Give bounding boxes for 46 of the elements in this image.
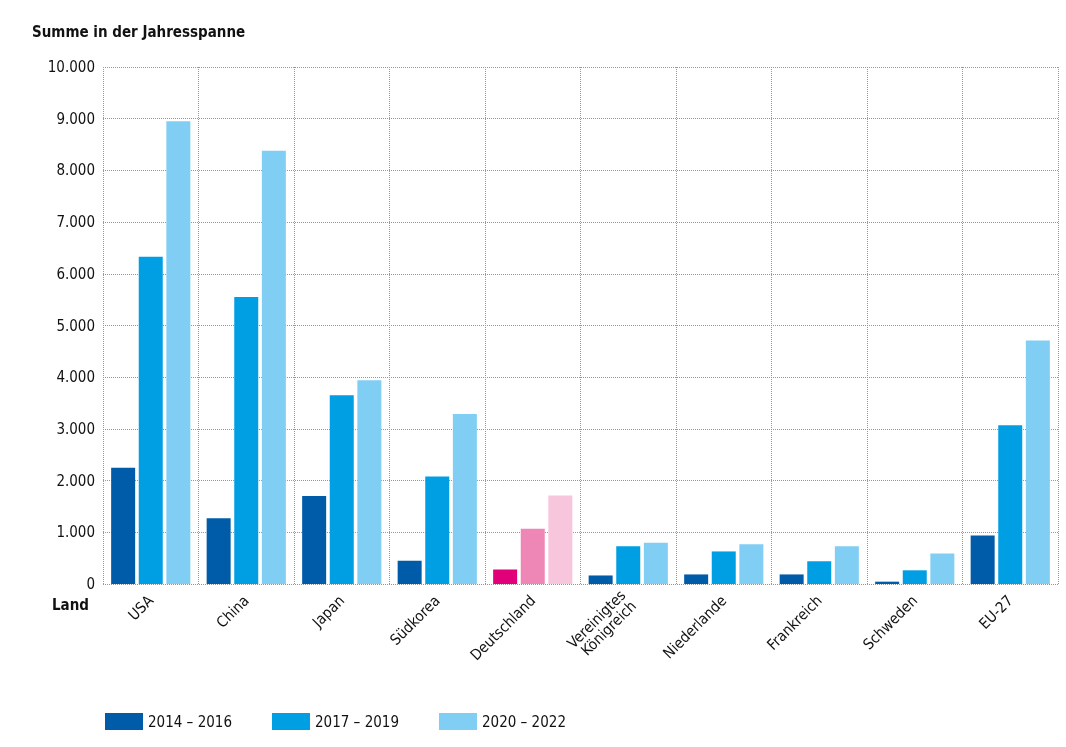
bar [357,380,382,584]
bar [166,121,191,584]
y-tick-label: 0 [86,575,95,593]
y-tick-label: 1.000 [56,523,95,542]
bar [1025,340,1050,584]
bar [834,546,859,584]
y-tick-label: 8.000 [56,161,95,180]
y-tick-label: 6.000 [56,264,95,283]
bar [739,544,764,584]
bar [234,297,259,584]
bar [970,535,995,584]
bar [548,495,573,584]
bar [425,476,450,584]
x-tick-label: USA [124,591,158,625]
bar [452,413,477,584]
y-axis-title: Summe in der Jahresspanne [32,22,246,41]
x-axis-title: Land [52,595,89,614]
bar [684,574,709,584]
bar [643,542,668,584]
y-tick-label: 2.000 [56,471,95,490]
bar [329,395,354,584]
y-tick-label: 10.000 [47,58,95,76]
y-tick-label: 5.000 [56,316,95,335]
bar [111,467,136,584]
bar [779,574,804,584]
bar [902,570,927,584]
bar [206,518,231,584]
bar [138,256,163,584]
y-tick-label: 7.000 [56,213,95,232]
legend-label: 2014 – 2016 [148,712,232,731]
y-tick-label: 4.000 [56,368,95,387]
legend-label: 2017 – 2019 [314,712,399,731]
bar [520,528,545,584]
bar [930,553,955,584]
bar [261,150,286,584]
bar [998,425,1023,584]
bar [588,575,613,584]
bar [493,569,518,584]
y-tick-label: 9.000 [56,109,95,128]
bar [807,561,832,584]
bar [302,496,327,584]
bar [711,551,736,584]
legend-label: 2020 – 2022 [481,712,566,731]
bar [616,546,641,584]
y-tick-label: 3.000 [56,419,95,438]
bar [397,560,422,584]
